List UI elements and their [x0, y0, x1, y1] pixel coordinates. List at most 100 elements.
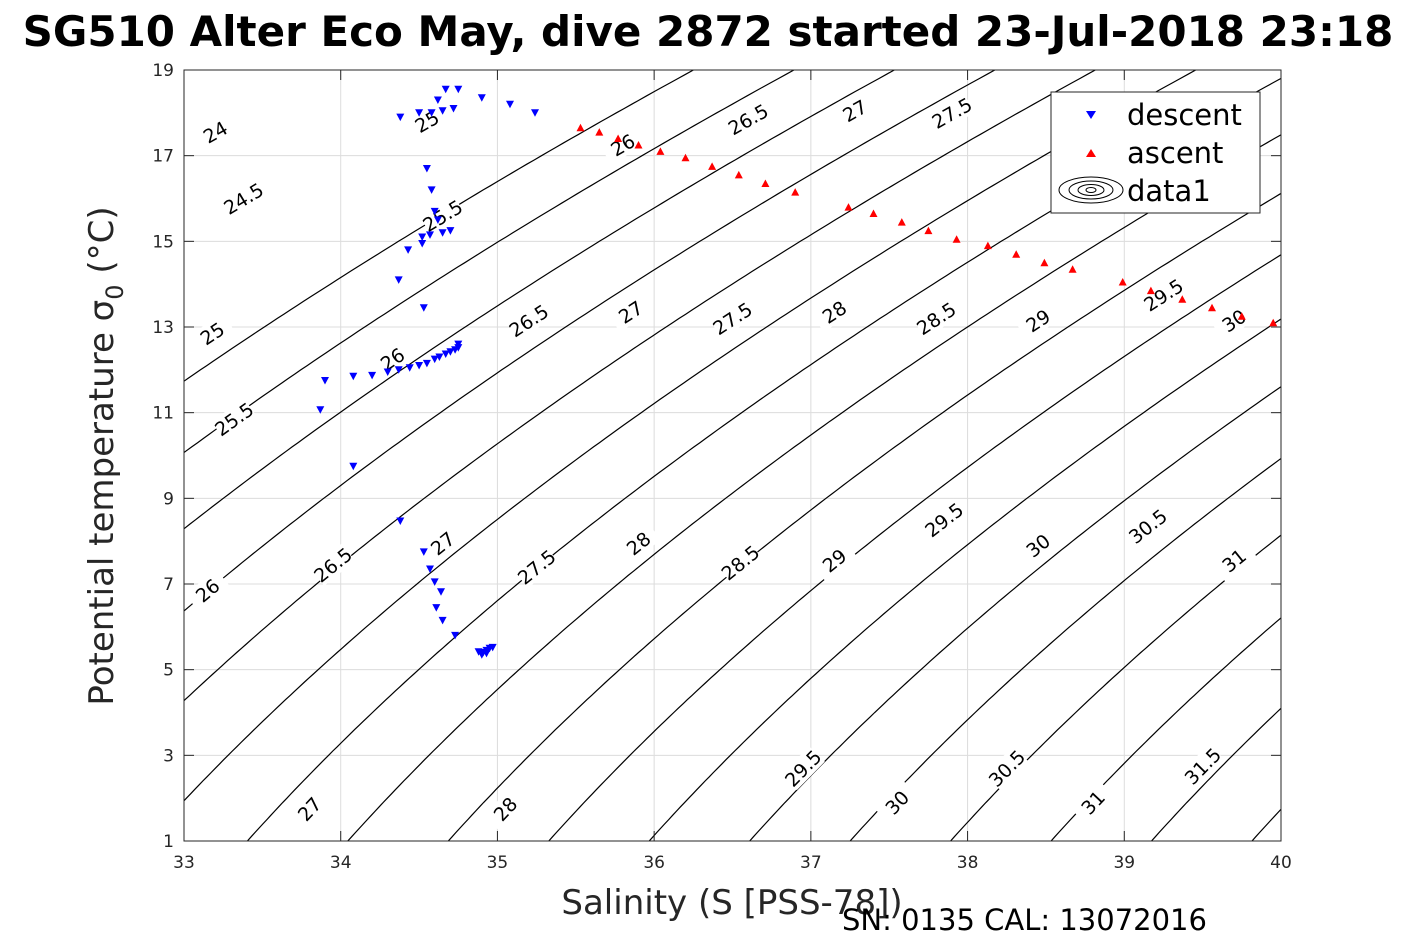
ascent-point	[634, 141, 643, 149]
contour-label-bg	[811, 291, 858, 333]
descent-point	[451, 631, 460, 640]
descent-point	[454, 344, 463, 352]
descent-point	[454, 85, 463, 94]
ascent-point	[1237, 312, 1246, 320]
descent-point	[418, 233, 427, 241]
y-tick-label: 17	[152, 147, 174, 167]
contour-label-bg	[811, 539, 857, 582]
contour-label-bg	[831, 91, 878, 131]
y-tick-label: 13	[152, 318, 174, 338]
descent-point	[437, 588, 445, 596]
descent-point	[396, 517, 405, 525]
legend-descent-marker	[1086, 111, 1096, 119]
y-tick-label: 3	[163, 746, 174, 766]
contour-label-bg	[420, 522, 466, 565]
y-axis-label-main: Potential temperature σ	[82, 300, 122, 706]
y-tick-label: 7	[163, 575, 174, 595]
descent-point	[433, 96, 442, 104]
ascent-point	[1068, 265, 1077, 273]
ascent-point	[656, 147, 665, 155]
legend-ascent-marker	[1086, 149, 1096, 157]
contour-label-bg	[220, 178, 267, 219]
descent-point	[383, 368, 392, 376]
contour-label-bg	[369, 338, 416, 380]
contour-label-bg	[1211, 539, 1257, 582]
isopycnal-line	[184, 70, 1197, 802]
descent-point	[446, 348, 455, 356]
descent-point	[426, 231, 434, 239]
contour-label-bg	[211, 398, 257, 440]
descent-point	[415, 362, 424, 370]
legend-box	[1050, 91, 1261, 214]
descent-point	[415, 109, 424, 117]
descent-point	[531, 109, 539, 117]
isopycnal-line	[1050, 617, 1281, 841]
ascent-point	[983, 241, 992, 250]
ascent-point	[1178, 295, 1187, 303]
contour-label-bg	[921, 498, 967, 541]
y-tick-label: 15	[152, 232, 174, 252]
ascent-point	[952, 235, 961, 243]
isopycnal-line	[184, 70, 796, 454]
ascent-point	[681, 153, 690, 162]
x-tick-label: 36	[643, 853, 665, 873]
isopycnal-line	[849, 457, 1281, 841]
ascent-point	[595, 128, 604, 136]
contour-label-bg	[1015, 300, 1061, 341]
x-tick-label: 37	[800, 853, 822, 873]
isopycnal-line	[1334, 53, 1417, 863]
isopycnal-line	[1150, 707, 1281, 841]
contour-label-bg	[709, 298, 756, 339]
y-tick-label: 19	[152, 61, 174, 81]
descent-point	[430, 355, 439, 364]
isopycnal-contours	[184, 53, 1417, 863]
descent-point	[430, 207, 439, 216]
contour-label-bg	[615, 522, 661, 565]
y-tick-label: 1	[163, 832, 174, 852]
descent-point	[404, 246, 413, 254]
contour-label-bg	[185, 569, 230, 612]
descent-point	[433, 216, 442, 224]
isopycnal-line	[748, 385, 1281, 841]
ascent-point	[844, 203, 853, 211]
descent-point	[432, 604, 441, 612]
descent-point	[316, 406, 325, 414]
contour-label-bg	[607, 291, 654, 333]
x-tick-label: 40	[1270, 853, 1292, 873]
descent-point	[427, 186, 436, 194]
descent-point	[438, 107, 447, 115]
ascent-point	[924, 226, 933, 235]
isopycnal-line	[547, 254, 1281, 841]
descent-point	[349, 372, 358, 381]
contour-label-bg	[725, 99, 771, 139]
y-axis-label-subscript: 0	[101, 284, 129, 299]
contour-label-bg	[1211, 300, 1257, 341]
ascent-point	[1208, 303, 1216, 312]
descent-point	[438, 229, 447, 237]
x-tick-label: 38	[957, 853, 979, 873]
contour-label-bg	[287, 786, 332, 832]
descent-point	[435, 353, 444, 361]
contour-label-bg	[599, 125, 646, 165]
y-axis-label: Potential temperature σ0 (°C)	[82, 206, 129, 705]
y-tick-label: 11	[152, 404, 174, 424]
contour-label-bg	[506, 300, 552, 341]
legend-ascent-label: ascent	[1127, 136, 1223, 170]
isopycnal-line	[184, 70, 695, 382]
legend-data1-label: data1	[1127, 174, 1211, 208]
contour-label-bg	[310, 543, 356, 586]
descent-point	[451, 346, 460, 354]
contour-label-bg	[717, 541, 763, 584]
x-axis-label: Salinity (S [PSS-78])	[561, 883, 902, 923]
contour-label-bg	[192, 112, 239, 152]
ascent-point	[1012, 250, 1021, 258]
contour-label-bg	[913, 298, 960, 339]
contour-label-bg	[984, 746, 1029, 791]
y-axis-label-unit: (°C)	[82, 206, 122, 284]
isopycnal-line	[184, 70, 997, 612]
ascent-point	[1146, 286, 1155, 295]
contour-label-bg	[1140, 274, 1187, 315]
ascent-point	[791, 188, 800, 196]
serial-calibration-footer: SN: 0135 CAL: 13072016	[842, 903, 1207, 937]
